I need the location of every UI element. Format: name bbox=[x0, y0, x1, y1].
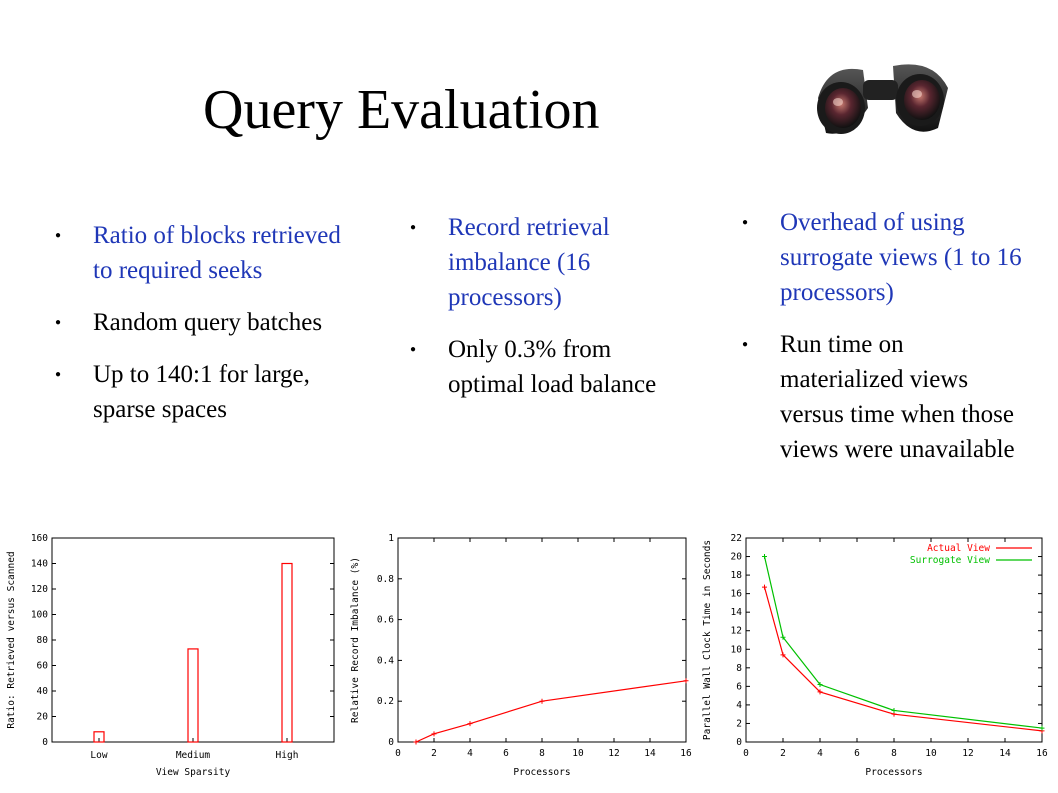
data-point bbox=[539, 698, 545, 704]
y-tick-label: 100 bbox=[31, 610, 48, 621]
bullet-column-2: Record retrieval imbalance (16 processor… bbox=[410, 210, 670, 419]
y-tick-label: 0.2 bbox=[377, 696, 394, 707]
x-tick-label: Medium bbox=[176, 750, 211, 761]
bullet-item: Only 0.3% from optimal load balance bbox=[410, 332, 670, 402]
bar-low bbox=[93, 731, 105, 743]
y-tick-label: 0.8 bbox=[377, 574, 394, 585]
y-tick-label: 120 bbox=[31, 584, 48, 595]
data-point bbox=[413, 739, 419, 745]
data-point bbox=[762, 584, 767, 590]
y-tick-label: 8 bbox=[736, 663, 742, 674]
bullet-item: Overhead of using surrogate views (1 to … bbox=[742, 205, 1032, 310]
y-tick-label: 140 bbox=[31, 559, 48, 570]
data-point bbox=[431, 731, 437, 737]
y-tick-label: 6 bbox=[736, 681, 742, 692]
y-tick-label: 0 bbox=[42, 737, 48, 748]
bullet-item: Random query batches bbox=[55, 305, 345, 340]
x-tick-label: 2 bbox=[780, 748, 786, 759]
y-tick-label: 80 bbox=[37, 635, 49, 646]
y-tick-label: 0 bbox=[736, 737, 742, 748]
data-point bbox=[817, 689, 823, 695]
bullet-item: Record retrieval imbalance (16 processor… bbox=[410, 210, 670, 315]
x-tick-label: 4 bbox=[467, 748, 473, 759]
blocks-ratio-chart: 0 20 40 60 80 100 120 140 160 Ratio: Retrieved ve… bbox=[0, 525, 340, 787]
x-axis-label: View Sparsity bbox=[156, 767, 231, 778]
x-tick-label: 8 bbox=[539, 748, 545, 759]
x-tick-label: 10 bbox=[572, 748, 584, 759]
x-tick-label: 12 bbox=[962, 748, 973, 759]
surrogate-overhead-chart: 0 2 4 6 8 10 12 14 16 18 20 22 Parallel Wall Clock T… bbox=[702, 525, 1056, 787]
y-tick-label: 22 bbox=[731, 533, 742, 544]
x-tick-label: 0 bbox=[743, 748, 749, 759]
bullet-column-3: Overhead of using surrogate views (1 to … bbox=[742, 205, 1032, 484]
y-tick-label: 0 bbox=[388, 737, 394, 748]
bullet-item: Up to 140:1 for large, sparse spaces bbox=[55, 357, 345, 427]
x-tick-label: 16 bbox=[1036, 748, 1048, 759]
x-tick-label: Low bbox=[90, 750, 107, 761]
plot-frame bbox=[397, 537, 687, 743]
y-tick-label: 0.4 bbox=[377, 655, 394, 666]
legend-label: Actual View bbox=[927, 543, 990, 554]
x-axis-label: Processors bbox=[513, 767, 570, 778]
x-tick-label: 6 bbox=[854, 748, 860, 759]
y-tick-label: 16 bbox=[731, 589, 743, 600]
x-tick-label: High bbox=[276, 750, 299, 761]
y-tick-label: 14 bbox=[731, 607, 743, 618]
y-tick-label: 2 bbox=[736, 718, 742, 729]
y-tick-label: 4 bbox=[736, 700, 742, 711]
blocks-ratio-chart-svg: 0 20 40 60 80 100 120 140 160 Ratio: Retrieved ve… bbox=[6, 533, 335, 778]
series-line-0 bbox=[763, 586, 1043, 732]
data-point bbox=[891, 707, 897, 713]
x-tick-label: 4 bbox=[817, 748, 823, 759]
bullet-column-1: Ratio of blocks retrieved to required se… bbox=[55, 218, 345, 444]
series-line-1 bbox=[763, 556, 1043, 729]
bar-high bbox=[281, 562, 293, 743]
data-point bbox=[1039, 725, 1045, 731]
y-axis-label: Parallel Wall Clock Time in Seconds bbox=[702, 540, 713, 740]
legend-label: Surrogate View bbox=[910, 555, 990, 566]
x-tick-label: 10 bbox=[925, 748, 937, 759]
y-axis-label: Relative Record Imbalance (%) bbox=[350, 557, 361, 723]
bar-medium bbox=[187, 648, 199, 743]
x-tick-label: 0 bbox=[395, 748, 401, 759]
bullet-item: Run time on materialized views versus ti… bbox=[742, 327, 1032, 467]
x-tick-label: 6 bbox=[503, 748, 509, 759]
x-tick-label: 16 bbox=[680, 748, 692, 759]
x-tick-label: 14 bbox=[644, 748, 656, 759]
y-tick-label: 1 bbox=[388, 533, 394, 544]
data-point bbox=[762, 554, 767, 560]
binoculars-icon bbox=[817, 64, 948, 134]
x-tick-label: 2 bbox=[431, 748, 437, 759]
y-axis-label: Ratio: Retrieved versus Scanned bbox=[6, 551, 17, 728]
data-point bbox=[467, 721, 473, 727]
data-point bbox=[683, 678, 689, 684]
x-tick-label: 14 bbox=[999, 748, 1011, 759]
data-point bbox=[817, 682, 823, 688]
record-imbalance-chart-svg: 0 0.2 0.4 0.6 0.8 1 Relative Record Imbalance … bbox=[350, 533, 692, 778]
bullet-item: Ratio of blocks retrieved to required se… bbox=[55, 218, 345, 288]
y-tick-label: 0.6 bbox=[377, 615, 394, 626]
data-point bbox=[780, 634, 786, 640]
y-tick-label: 160 bbox=[31, 533, 48, 544]
x-tick-label: 12 bbox=[608, 748, 619, 759]
y-tick-label: 60 bbox=[37, 661, 49, 672]
series-line-0 bbox=[415, 680, 687, 743]
data-point bbox=[780, 652, 786, 658]
y-tick-label: 18 bbox=[731, 570, 743, 581]
y-tick-label: 10 bbox=[731, 644, 743, 655]
record-imbalance-chart: 0 0.2 0.4 0.6 0.8 1 Relative Record Imbalance … bbox=[350, 525, 695, 787]
y-tick-label: 40 bbox=[37, 686, 49, 697]
y-tick-label: 12 bbox=[731, 626, 742, 637]
x-tick-label: 8 bbox=[891, 748, 897, 759]
x-axis-label: Processors bbox=[865, 767, 922, 778]
y-tick-label: 20 bbox=[37, 712, 49, 723]
slide-title: Query Evaluation bbox=[203, 79, 600, 141]
y-tick-label: 20 bbox=[731, 552, 743, 563]
